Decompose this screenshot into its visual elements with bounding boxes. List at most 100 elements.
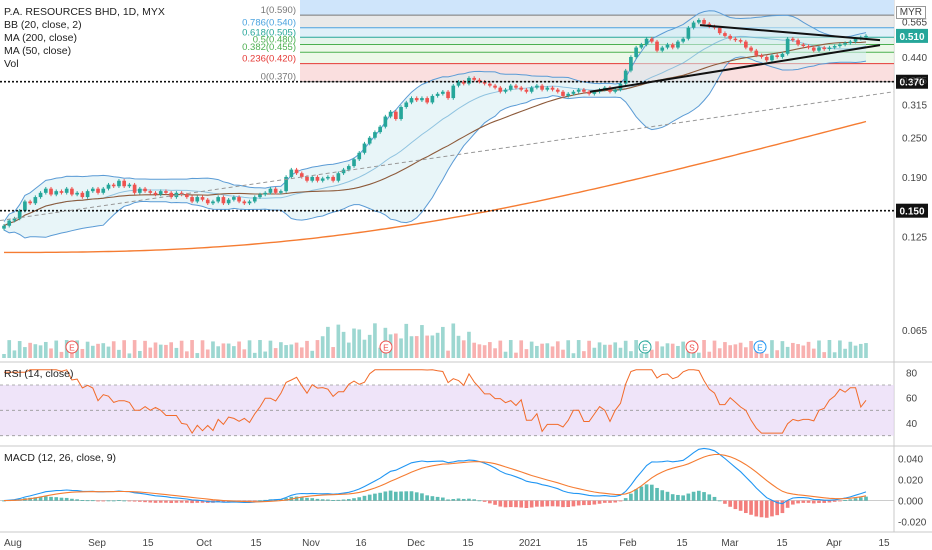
volume-bar xyxy=(169,342,174,358)
volume-bar xyxy=(399,338,403,358)
candle-body xyxy=(211,201,215,204)
macd-histogram-bar xyxy=(252,500,257,502)
macd-histogram-bar xyxy=(185,500,189,503)
macd-histogram-bar xyxy=(717,500,722,502)
macd-histogram-bar xyxy=(759,500,764,518)
macd-histogram-bar xyxy=(153,500,158,503)
macd-histogram-bar xyxy=(122,500,126,502)
time-axis-tick: 2021 xyxy=(519,538,542,549)
volume-bar xyxy=(59,351,64,358)
volume-bar xyxy=(143,340,147,358)
price-axis-tick: 0.375 xyxy=(902,76,927,87)
macd-histogram-bar xyxy=(143,500,147,503)
volume-bar xyxy=(190,340,194,358)
candle-body xyxy=(696,20,701,23)
candle-body xyxy=(43,188,48,193)
candle-body xyxy=(482,81,487,84)
volume-bar xyxy=(362,339,367,358)
candle-body xyxy=(744,41,748,48)
macd-histogram-bar xyxy=(299,496,304,501)
volume-bar xyxy=(686,349,691,358)
candle-body xyxy=(221,197,226,204)
candle-body xyxy=(393,111,398,120)
volume-bar xyxy=(764,353,769,358)
rsi-pane-label[interactable]: RSI (14, close) xyxy=(4,368,74,380)
volume-bar xyxy=(70,352,74,358)
volume-bar xyxy=(508,340,513,358)
time-axis-tick: 15 xyxy=(776,538,788,549)
last-price-badge-bg xyxy=(896,28,928,43)
macd-histogram-bar xyxy=(451,499,456,501)
candle-body xyxy=(629,56,633,71)
macd-histogram-bar xyxy=(535,500,539,507)
rsi-axis-tick: 80 xyxy=(906,368,918,379)
volume-bar xyxy=(796,344,800,358)
macd-histogram-bar xyxy=(430,496,435,501)
volume-bar xyxy=(425,335,429,358)
price-axis-tick: 0.565 xyxy=(902,17,927,28)
volume-bar xyxy=(33,344,38,358)
candle-body xyxy=(414,98,419,101)
volume-bar xyxy=(738,342,743,358)
legend-bb[interactable]: BB (20, close, 2) xyxy=(4,19,82,31)
volume-bar xyxy=(273,348,278,358)
candle-body xyxy=(467,77,471,84)
macd-histogram-bar xyxy=(111,500,116,502)
volume-bar xyxy=(550,346,555,358)
candle-body xyxy=(848,41,853,44)
fib-zone xyxy=(300,52,894,64)
ma200-line xyxy=(4,120,867,254)
candle-body xyxy=(524,89,529,92)
event-marker xyxy=(379,340,393,354)
candle-body xyxy=(258,194,262,198)
macd-histogram-bar xyxy=(712,496,717,501)
macd-histogram-bar xyxy=(754,500,759,517)
volume-bar xyxy=(519,340,524,358)
legend-ma200[interactable]: MA (200, close) xyxy=(4,32,77,44)
candle-body xyxy=(138,188,142,193)
macd-histogram-bar xyxy=(247,500,252,502)
macd-pane-label[interactable]: MACD (12, 26, close, 9) xyxy=(4,452,117,464)
macd-histogram-bar xyxy=(529,500,534,508)
macd-histogram-bar xyxy=(838,500,842,502)
macd-histogram-bar xyxy=(305,497,309,501)
candle-body xyxy=(101,188,106,193)
volume-bar xyxy=(17,341,22,358)
macd-histogram-bar xyxy=(446,499,450,501)
volume-bar xyxy=(28,342,32,358)
macd-histogram-bar xyxy=(2,500,6,502)
price-axis-tick: 0.315 xyxy=(902,101,927,112)
candle-body xyxy=(702,20,706,24)
currency-badge[interactable]: MYR xyxy=(895,6,926,19)
macd-histogram-bar xyxy=(582,500,586,506)
macd-histogram-bar xyxy=(660,490,665,501)
candle-body xyxy=(216,197,221,202)
macd-histogram-bar xyxy=(127,500,132,502)
volume-bar xyxy=(561,349,565,358)
legend-ma50[interactable]: MA (50, close) xyxy=(4,45,72,57)
volume-bar xyxy=(503,351,508,358)
candle-body xyxy=(299,173,304,177)
candle-body xyxy=(461,81,466,84)
volume-bar xyxy=(268,340,273,358)
candle-body xyxy=(670,44,675,48)
macd-histogram-bar xyxy=(414,492,419,501)
volume-bar xyxy=(294,342,299,358)
macd-axis-tick: -0.020 xyxy=(898,518,927,529)
candle-body xyxy=(143,188,147,192)
macd-histogram-bar xyxy=(174,500,179,503)
macd-histogram-bar xyxy=(117,500,121,501)
macd-histogram-bar xyxy=(310,498,315,501)
candle-body xyxy=(64,188,69,193)
volume-bar xyxy=(785,346,790,358)
legend-vol[interactable]: Vol xyxy=(4,58,19,70)
volume-bar xyxy=(299,347,304,358)
candle-body xyxy=(12,218,17,221)
volume-bar xyxy=(138,350,142,358)
candle-body xyxy=(838,44,842,47)
macd-histogram-bar xyxy=(420,493,424,501)
macd-histogram-bar xyxy=(791,500,795,505)
macd-histogram-bar xyxy=(649,484,654,501)
